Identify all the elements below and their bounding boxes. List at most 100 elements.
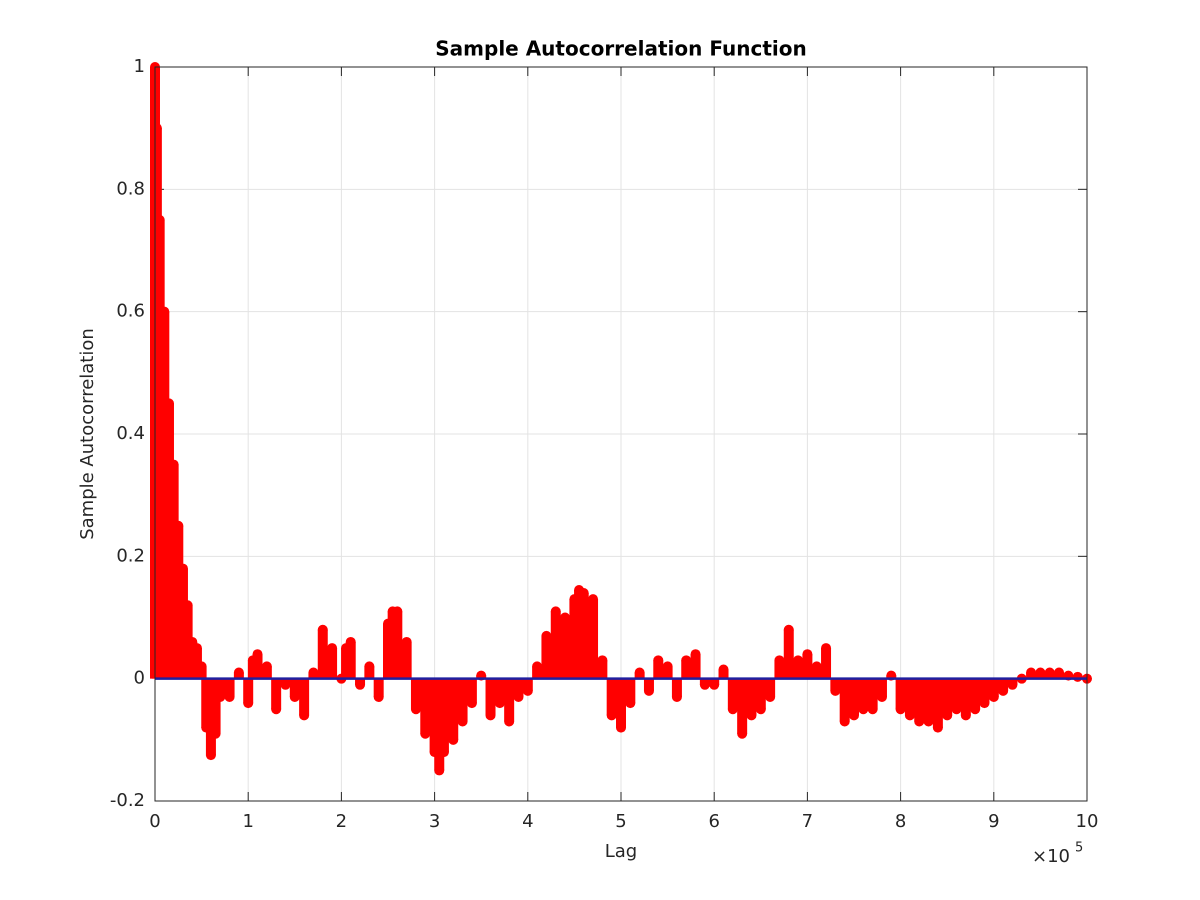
y-tick-label: 1 (134, 56, 145, 77)
stem-marker (606, 710, 617, 721)
stem-marker (858, 704, 869, 715)
stem-marker (746, 710, 757, 721)
stem-marker (196, 661, 207, 672)
stem-marker (205, 750, 216, 761)
y-tick-label: -0.2 (110, 790, 145, 811)
x-exponent-power: 5 (1075, 841, 1083, 856)
stem-marker (588, 594, 599, 605)
stem-marker (289, 692, 300, 703)
stem-marker (951, 704, 962, 715)
stem-marker (233, 667, 244, 678)
x-tick-label: 6 (708, 811, 719, 832)
stem-marker (1044, 667, 1055, 678)
x-tick-label: 5 (615, 811, 626, 832)
x-tick-label: 1 (242, 811, 253, 832)
x-tick-label: 4 (522, 811, 533, 832)
x-tick-label: 7 (802, 811, 813, 832)
stem-marker (783, 624, 794, 635)
stem-marker (923, 716, 934, 727)
stem-marker (616, 722, 626, 733)
stem-marker (988, 692, 999, 703)
stem-marker (355, 679, 366, 690)
stem-marker (653, 655, 664, 666)
stem-marker (448, 734, 459, 745)
stem-marker (168, 459, 179, 470)
stem-marker (466, 698, 477, 709)
x-tick-label: 8 (895, 811, 906, 832)
y-axis-label: Sample Autocorrelation (77, 328, 98, 540)
stem-marker (914, 716, 925, 727)
y-tick-label: 0.8 (116, 178, 145, 199)
x-tick-label: 0 (149, 811, 160, 832)
stem-marker (1026, 667, 1037, 678)
stem-marker (849, 710, 859, 721)
stem-marker (299, 710, 310, 721)
stem-marker (839, 716, 850, 727)
x-axis-label: Lag (605, 841, 637, 862)
stem-marker (998, 685, 1009, 696)
x-tick-label: 10 (1076, 811, 1099, 832)
axes-box (154, 66, 1088, 802)
stem-marker (317, 624, 328, 635)
stem-marker (960, 710, 971, 721)
stem-marker (979, 698, 990, 709)
stem-marker (373, 692, 384, 703)
stem-marker (177, 563, 188, 574)
stem-marker (876, 692, 887, 703)
stem-marker (513, 692, 524, 703)
stem-marker (709, 679, 720, 690)
x-tick-label: 3 (429, 811, 440, 832)
stem-marker (895, 704, 906, 715)
stem-marker (151, 123, 162, 134)
stem-marker (560, 612, 571, 623)
stem-marker (210, 728, 221, 739)
stem-marker (942, 710, 953, 721)
stem-marker (494, 698, 505, 709)
stem-marker (182, 600, 193, 611)
stem-marker (410, 704, 421, 715)
stem-marker (364, 661, 375, 672)
stem-marker (802, 649, 813, 660)
stem-marker (727, 704, 738, 715)
stem-marker (699, 679, 710, 690)
stem-marker (191, 643, 202, 654)
stem-marker (690, 649, 701, 660)
y-tick-label: 0.6 (116, 301, 145, 322)
y-tick-label: 0 (134, 668, 145, 689)
stem-marker (154, 214, 165, 225)
stem-marker (504, 716, 515, 727)
stem-marker (327, 643, 338, 654)
stem-marker (755, 704, 766, 715)
stem-marker (261, 661, 272, 672)
stem-marker (1072, 671, 1083, 682)
stem-marker (280, 679, 291, 690)
stem-marker (345, 636, 356, 647)
stem-marker (765, 692, 776, 703)
chart-title: Sample Autocorrelation Function (435, 37, 806, 61)
stem-marker (1054, 667, 1065, 678)
stem-marker (821, 643, 832, 654)
stem-marker (173, 520, 184, 531)
stem-marker (671, 692, 682, 703)
stem-marker (541, 630, 552, 641)
stem-marker (532, 661, 543, 672)
stem-marker (163, 398, 174, 409)
stem-marker (662, 661, 673, 672)
stem-marker (252, 649, 263, 660)
stem-marker (224, 692, 235, 703)
stem-marker (625, 698, 636, 709)
stem-marker (634, 667, 645, 678)
stem-marker (1007, 679, 1018, 690)
stem-marker (392, 606, 403, 617)
stem-marker (932, 722, 943, 733)
x-tick-label: 9 (988, 811, 999, 832)
y-tick-label: 0.2 (116, 545, 145, 566)
stem-marker (681, 655, 692, 666)
stem-marker (550, 606, 561, 617)
stem-marker (1035, 667, 1046, 678)
stem-marker (643, 685, 654, 696)
x-tick-label: 2 (336, 811, 347, 832)
stem-marker (308, 667, 319, 678)
stem-marker (420, 728, 431, 739)
